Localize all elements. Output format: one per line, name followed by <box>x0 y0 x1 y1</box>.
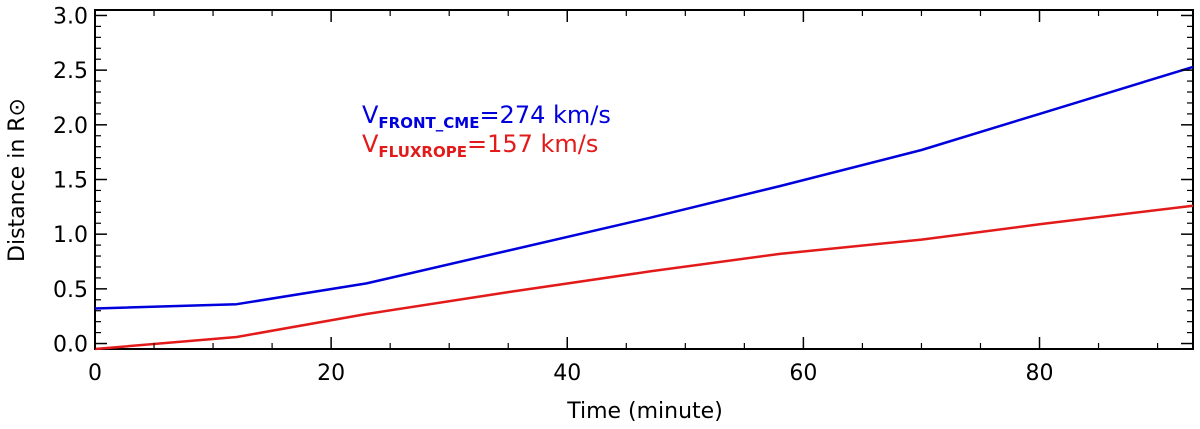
fluxrope-velocity-annotation: VFLUXROPE=157 km/s <box>362 130 598 161</box>
y-tick-label: 1.0 <box>53 223 88 248</box>
front-cme-value: =274 km/s <box>479 101 610 129</box>
fluxrope-v: V <box>362 130 379 158</box>
plot-frame <box>94 9 1194 350</box>
x-axis-label: Time (minute) <box>566 399 723 424</box>
y-axis-label: Distance in R⊙ <box>5 98 30 262</box>
x-tick-label: 20 <box>317 361 345 386</box>
front-cme-subscript: FRONT_CME <box>378 114 479 132</box>
x-tick-label: 60 <box>789 361 817 386</box>
series-lines <box>94 65 1194 351</box>
fluxrope-subscript: FLUXROPE <box>378 143 467 161</box>
fluxrope-value: =157 km/s <box>467 130 598 158</box>
x-tick-label: 0 <box>88 361 102 386</box>
fluxrope-series-line <box>94 204 1194 351</box>
axis-ticks <box>94 10 1193 349</box>
x-tick-label: 40 <box>553 361 581 386</box>
y-tick-label: 3.0 <box>53 4 88 29</box>
y-tick-label: 1.5 <box>53 169 88 194</box>
y-tick-label: 0.0 <box>53 333 88 358</box>
y-tick-label: 2.5 <box>53 59 88 84</box>
y-tick-label: 2.0 <box>53 114 88 139</box>
front-cme-velocity-annotation: VFRONT_CME=274 km/s <box>362 101 611 132</box>
front-cme-v: V <box>362 101 379 129</box>
front-cme-series-line <box>94 65 1194 310</box>
y-tick-label: 0.5 <box>53 278 88 303</box>
tick-labels: 0 20 40 60 80 0.0 0.5 1.0 1.5 2.0 2.5 3.0 <box>53 4 1054 386</box>
x-tick-label: 80 <box>1026 361 1054 386</box>
